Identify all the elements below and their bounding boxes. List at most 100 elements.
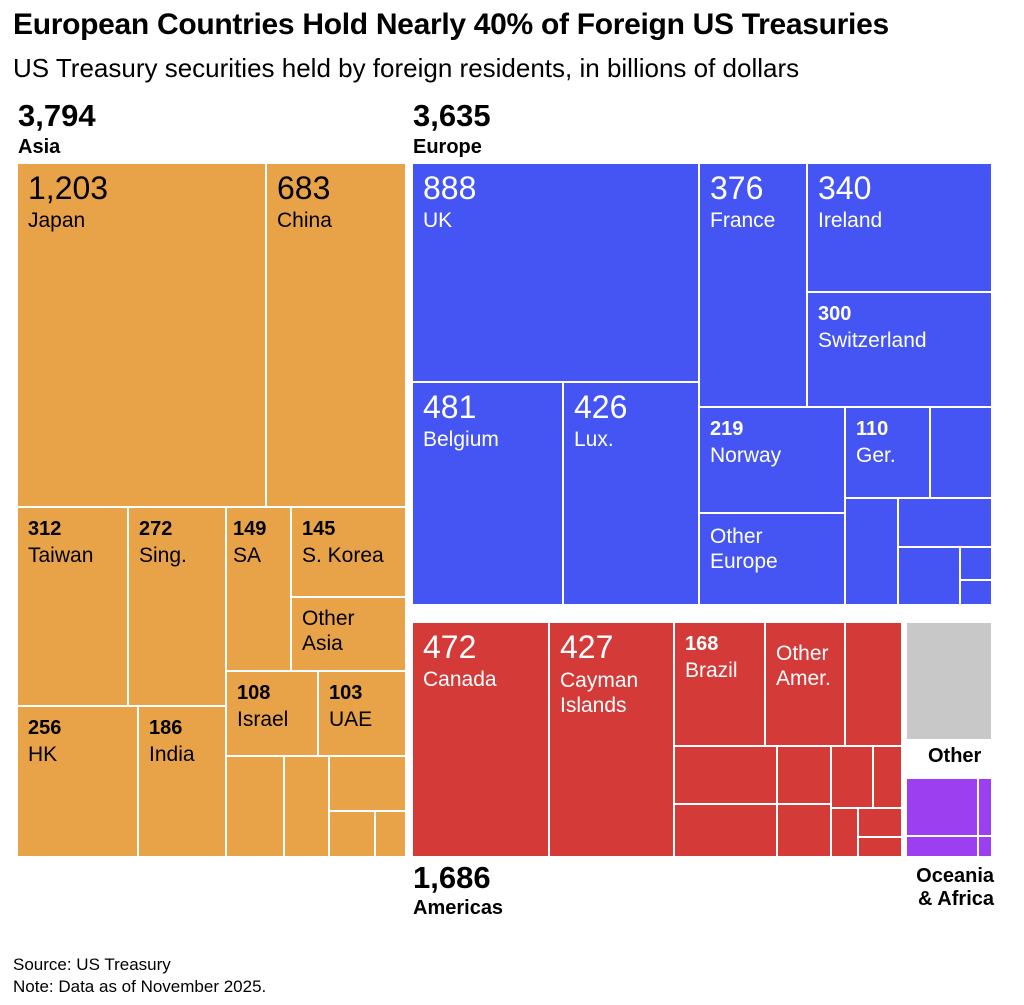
tile-hong-kong: 256 HK <box>17 706 138 857</box>
tile-label: Ireland <box>818 209 883 232</box>
tile-europe-unlabeled <box>960 580 992 605</box>
tile-americas-unlabeled <box>858 808 902 837</box>
tile-label: France <box>710 209 776 232</box>
asia-label: Asia <box>18 136 61 158</box>
americas-total: 1,686 <box>413 860 491 895</box>
tile-other-europe: Other Europe <box>699 513 845 605</box>
europe-total: 3,635 <box>413 98 491 133</box>
tile-label: Belgium <box>423 428 499 451</box>
tile-value: 340 <box>818 170 872 206</box>
tile-americas-unlabeled <box>674 804 777 857</box>
tile-cayman-islands: 427 Cayman Islands <box>549 622 674 857</box>
tile-value: 683 <box>277 170 331 206</box>
tile-label: UK <box>423 209 453 232</box>
tile-label: HK <box>28 743 58 766</box>
tile-label: Taiwan <box>28 544 94 567</box>
tile-label: Cayman Islands <box>560 669 639 718</box>
tile-asia-unlabeled <box>226 756 284 857</box>
tile-saudi-arabia: 149 SA <box>226 507 291 671</box>
tile-other-asia: Other Asia <box>291 597 406 671</box>
tile-americas-unlabeled <box>674 746 777 804</box>
tile-oceania-africa <box>978 836 992 857</box>
tile-value: 472 <box>423 629 477 665</box>
tile-label: UAE <box>329 708 373 731</box>
tile-label: S. Korea <box>302 544 384 567</box>
tile-south-korea: 145 S. Korea <box>291 507 406 597</box>
tile-switzerland: 300 Switzerland <box>807 292 992 407</box>
tile-japan: 1,203 Japan <box>17 163 266 507</box>
tile-americas-unlabeled <box>845 622 902 746</box>
tile-label: Switzerland <box>818 329 927 352</box>
tile-uk: 888 UK <box>412 163 699 382</box>
tile-ireland: 340 Ireland <box>807 163 992 292</box>
tile-asia-unlabeled <box>329 756 406 811</box>
tile-europe-unlabeled <box>845 498 898 605</box>
tile-asia-unlabeled <box>284 756 329 857</box>
tile-label: India <box>149 743 195 766</box>
tile-israel: 108 Israel <box>226 671 318 756</box>
tile-europe-unlabeled <box>898 498 992 547</box>
asia-total: 3,794 <box>18 98 96 133</box>
tile-oceania-africa <box>906 778 978 836</box>
tile-label: Other Europe <box>710 525 778 574</box>
tile-americas-unlabeled <box>873 746 902 808</box>
tile-europe-unlabeled <box>960 547 992 580</box>
source-note: Source: US Treasury <box>13 955 171 974</box>
tile-singapore: 272 Sing. <box>128 507 226 706</box>
tile-germany: 110 Ger. <box>845 407 930 498</box>
tile-uae: 103 UAE <box>318 671 406 756</box>
tile-india: 186 India <box>138 706 226 857</box>
data-note: Note: Data as of November 2025. <box>13 977 267 996</box>
americas-label: Americas <box>413 897 504 919</box>
tile-value: 103 <box>329 682 363 704</box>
tile-europe-unlabeled <box>898 547 960 605</box>
tile-value: 272 <box>139 518 173 540</box>
tile-value: 108 <box>237 682 271 704</box>
tile-belgium: 481 Belgium <box>412 382 563 605</box>
other-label: Other <box>928 745 982 767</box>
tile-value: 888 <box>423 170 477 206</box>
tile-france: 376 France <box>699 163 807 407</box>
tile-asia-unlabeled <box>375 811 406 857</box>
tile-americas-unlabeled <box>777 746 831 804</box>
tile-label: SA <box>233 544 262 567</box>
tile-value: 300 <box>818 303 852 325</box>
tile-norway: 219 Norway <box>699 407 845 513</box>
europe-label: Europe <box>413 136 482 158</box>
tile-china: 683 China <box>266 163 406 507</box>
tile-americas-unlabeled <box>831 746 873 808</box>
tile-value: 186 <box>149 717 183 739</box>
tile-value: 256 <box>28 717 62 739</box>
tile-value: 168 <box>685 633 719 655</box>
tile-asia-unlabeled <box>329 811 375 857</box>
tile-label: Sing. <box>139 544 187 567</box>
tile-value: 110 <box>856 418 889 440</box>
chart-title: European Countries Hold Nearly 40% of Fo… <box>13 8 889 41</box>
tile-americas-unlabeled <box>777 804 831 857</box>
tile-label: Norway <box>710 444 782 467</box>
tile-value: 219 <box>710 418 744 440</box>
tile-label: Ger. <box>856 444 896 467</box>
tile-label: China <box>277 209 332 232</box>
tile-label: Brazil <box>685 659 738 682</box>
tile-europe-unlabeled <box>930 407 992 498</box>
tile-americas-unlabeled <box>831 808 858 857</box>
tile-label: Israel <box>237 708 289 731</box>
tile-luxembourg: 426 Lux. <box>563 382 699 605</box>
tile-value: 312 <box>28 518 62 540</box>
tile-label: Other Asia <box>302 607 355 656</box>
tile-value: 427 <box>560 629 614 665</box>
tile-value: 149 <box>233 518 267 540</box>
tile-value: 145 <box>302 518 336 540</box>
tile-brazil: 168 Brazil <box>674 622 765 746</box>
tile-oceania-africa <box>906 836 978 857</box>
tile-value: 1,203 <box>28 170 109 206</box>
tile-label: Japan <box>28 209 86 232</box>
tile-label: Lux. <box>574 428 614 451</box>
tile-label: Other Amer. <box>776 642 831 691</box>
tile-label: Canada <box>423 668 497 691</box>
oceania-africa-label: Oceania & Africa <box>916 865 994 910</box>
tile-taiwan: 312 Taiwan <box>17 507 128 706</box>
chart-subtitle: US Treasury securities held by foreign r… <box>13 53 800 83</box>
tile-other-americas: Other Amer. <box>765 622 845 746</box>
